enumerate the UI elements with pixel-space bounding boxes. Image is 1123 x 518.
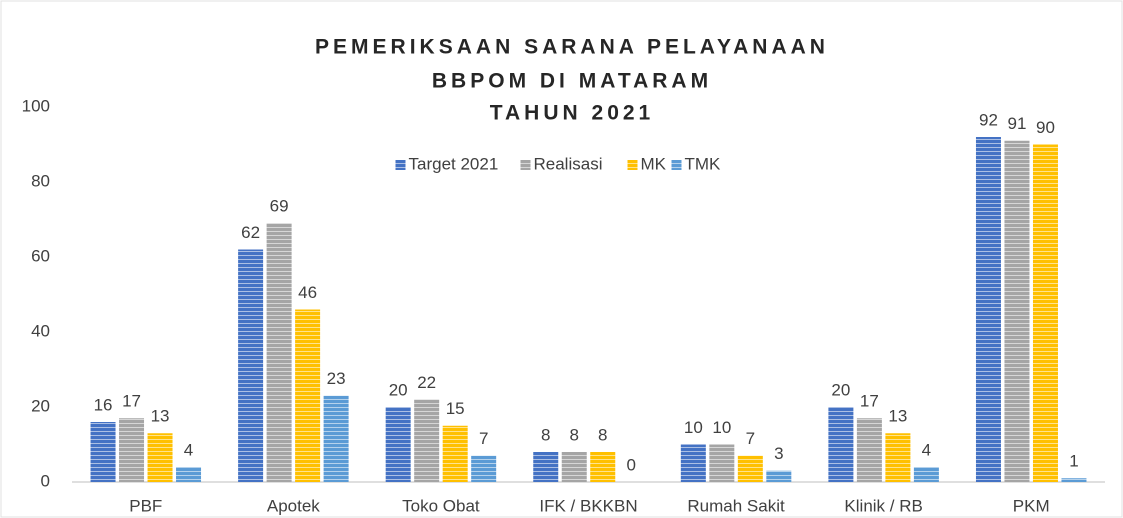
bar bbox=[90, 422, 116, 482]
bar bbox=[737, 455, 763, 482]
x-tick-label: Rumah Sakit bbox=[687, 496, 785, 515]
bar bbox=[828, 407, 854, 482]
bar bbox=[147, 433, 173, 482]
data-label: 15 bbox=[446, 399, 465, 418]
data-label: 69 bbox=[270, 197, 289, 216]
data-label: 23 bbox=[327, 369, 346, 388]
bar bbox=[471, 455, 497, 482]
data-label: 20 bbox=[831, 380, 850, 399]
bar bbox=[975, 137, 1001, 482]
bar bbox=[176, 467, 202, 482]
legend-label: Realisasi bbox=[534, 154, 603, 173]
bar bbox=[323, 395, 349, 482]
data-label: 17 bbox=[122, 392, 141, 411]
data-label: 22 bbox=[417, 373, 436, 392]
chart-title: TAHUN 2021 bbox=[490, 102, 654, 125]
chart-title: PEMERIKSAAN SARANA PELAYANAAN bbox=[315, 36, 829, 59]
data-label: 13 bbox=[151, 407, 170, 426]
bar bbox=[913, 467, 939, 482]
x-tick-label: PBF bbox=[129, 496, 162, 515]
data-label: 62 bbox=[241, 223, 260, 242]
x-tick-label: Apotek bbox=[267, 496, 320, 515]
legend-swatch bbox=[671, 160, 682, 170]
legend-label: TMK bbox=[685, 154, 722, 173]
bar bbox=[533, 452, 559, 482]
bar bbox=[856, 418, 882, 482]
bar bbox=[442, 425, 468, 482]
x-tick-label: IFK / BKKBN bbox=[539, 496, 637, 515]
legend-label: MK bbox=[641, 154, 667, 173]
data-label: 13 bbox=[888, 407, 907, 426]
bar bbox=[1004, 140, 1030, 482]
bar bbox=[414, 399, 440, 482]
bar bbox=[561, 452, 587, 482]
y-tick-label: 20 bbox=[31, 396, 50, 415]
data-label: 92 bbox=[979, 110, 998, 129]
legend-label: Target 2021 bbox=[409, 154, 499, 173]
data-label: 8 bbox=[541, 425, 550, 444]
chart-title: BBPOM DI MATARAM bbox=[432, 70, 712, 93]
data-label: 8 bbox=[570, 425, 579, 444]
data-label: 1 bbox=[1069, 452, 1078, 471]
x-tick-label: Klinik / RB bbox=[844, 496, 922, 515]
bar bbox=[295, 309, 321, 482]
data-label: 3 bbox=[774, 444, 783, 463]
legend-swatch bbox=[627, 160, 638, 170]
y-tick-label: 80 bbox=[31, 171, 50, 190]
data-label: 10 bbox=[712, 418, 731, 437]
bar bbox=[885, 433, 911, 482]
bar bbox=[238, 249, 264, 482]
data-label: 7 bbox=[746, 429, 755, 448]
data-label: 20 bbox=[389, 380, 408, 399]
data-label: 4 bbox=[184, 440, 193, 459]
legend-swatch bbox=[395, 160, 406, 170]
data-label: 16 bbox=[94, 395, 113, 414]
bar bbox=[680, 444, 706, 482]
legend-swatch bbox=[520, 160, 531, 170]
x-tick-label: PKM bbox=[1013, 496, 1050, 515]
data-label: 46 bbox=[298, 283, 317, 302]
bar bbox=[1061, 478, 1087, 482]
data-label: 17 bbox=[860, 392, 879, 411]
data-label: 7 bbox=[479, 429, 488, 448]
bar bbox=[709, 444, 735, 482]
data-label: 90 bbox=[1036, 118, 1055, 137]
bar bbox=[1032, 144, 1058, 482]
data-label: 10 bbox=[684, 418, 703, 437]
data-label: 4 bbox=[922, 440, 931, 459]
bar bbox=[119, 418, 145, 482]
bar bbox=[766, 470, 792, 482]
bar bbox=[590, 452, 616, 482]
y-tick-label: 40 bbox=[31, 321, 50, 340]
data-label: 91 bbox=[1008, 114, 1027, 133]
y-tick-label: 100 bbox=[22, 96, 50, 115]
bar bbox=[266, 223, 292, 482]
data-label: 0 bbox=[627, 455, 636, 474]
y-tick-label: 0 bbox=[41, 471, 50, 490]
y-tick-label: 60 bbox=[31, 246, 50, 265]
bar bbox=[385, 407, 411, 482]
data-label: 8 bbox=[598, 425, 607, 444]
x-tick-label: Toko Obat bbox=[402, 496, 480, 515]
